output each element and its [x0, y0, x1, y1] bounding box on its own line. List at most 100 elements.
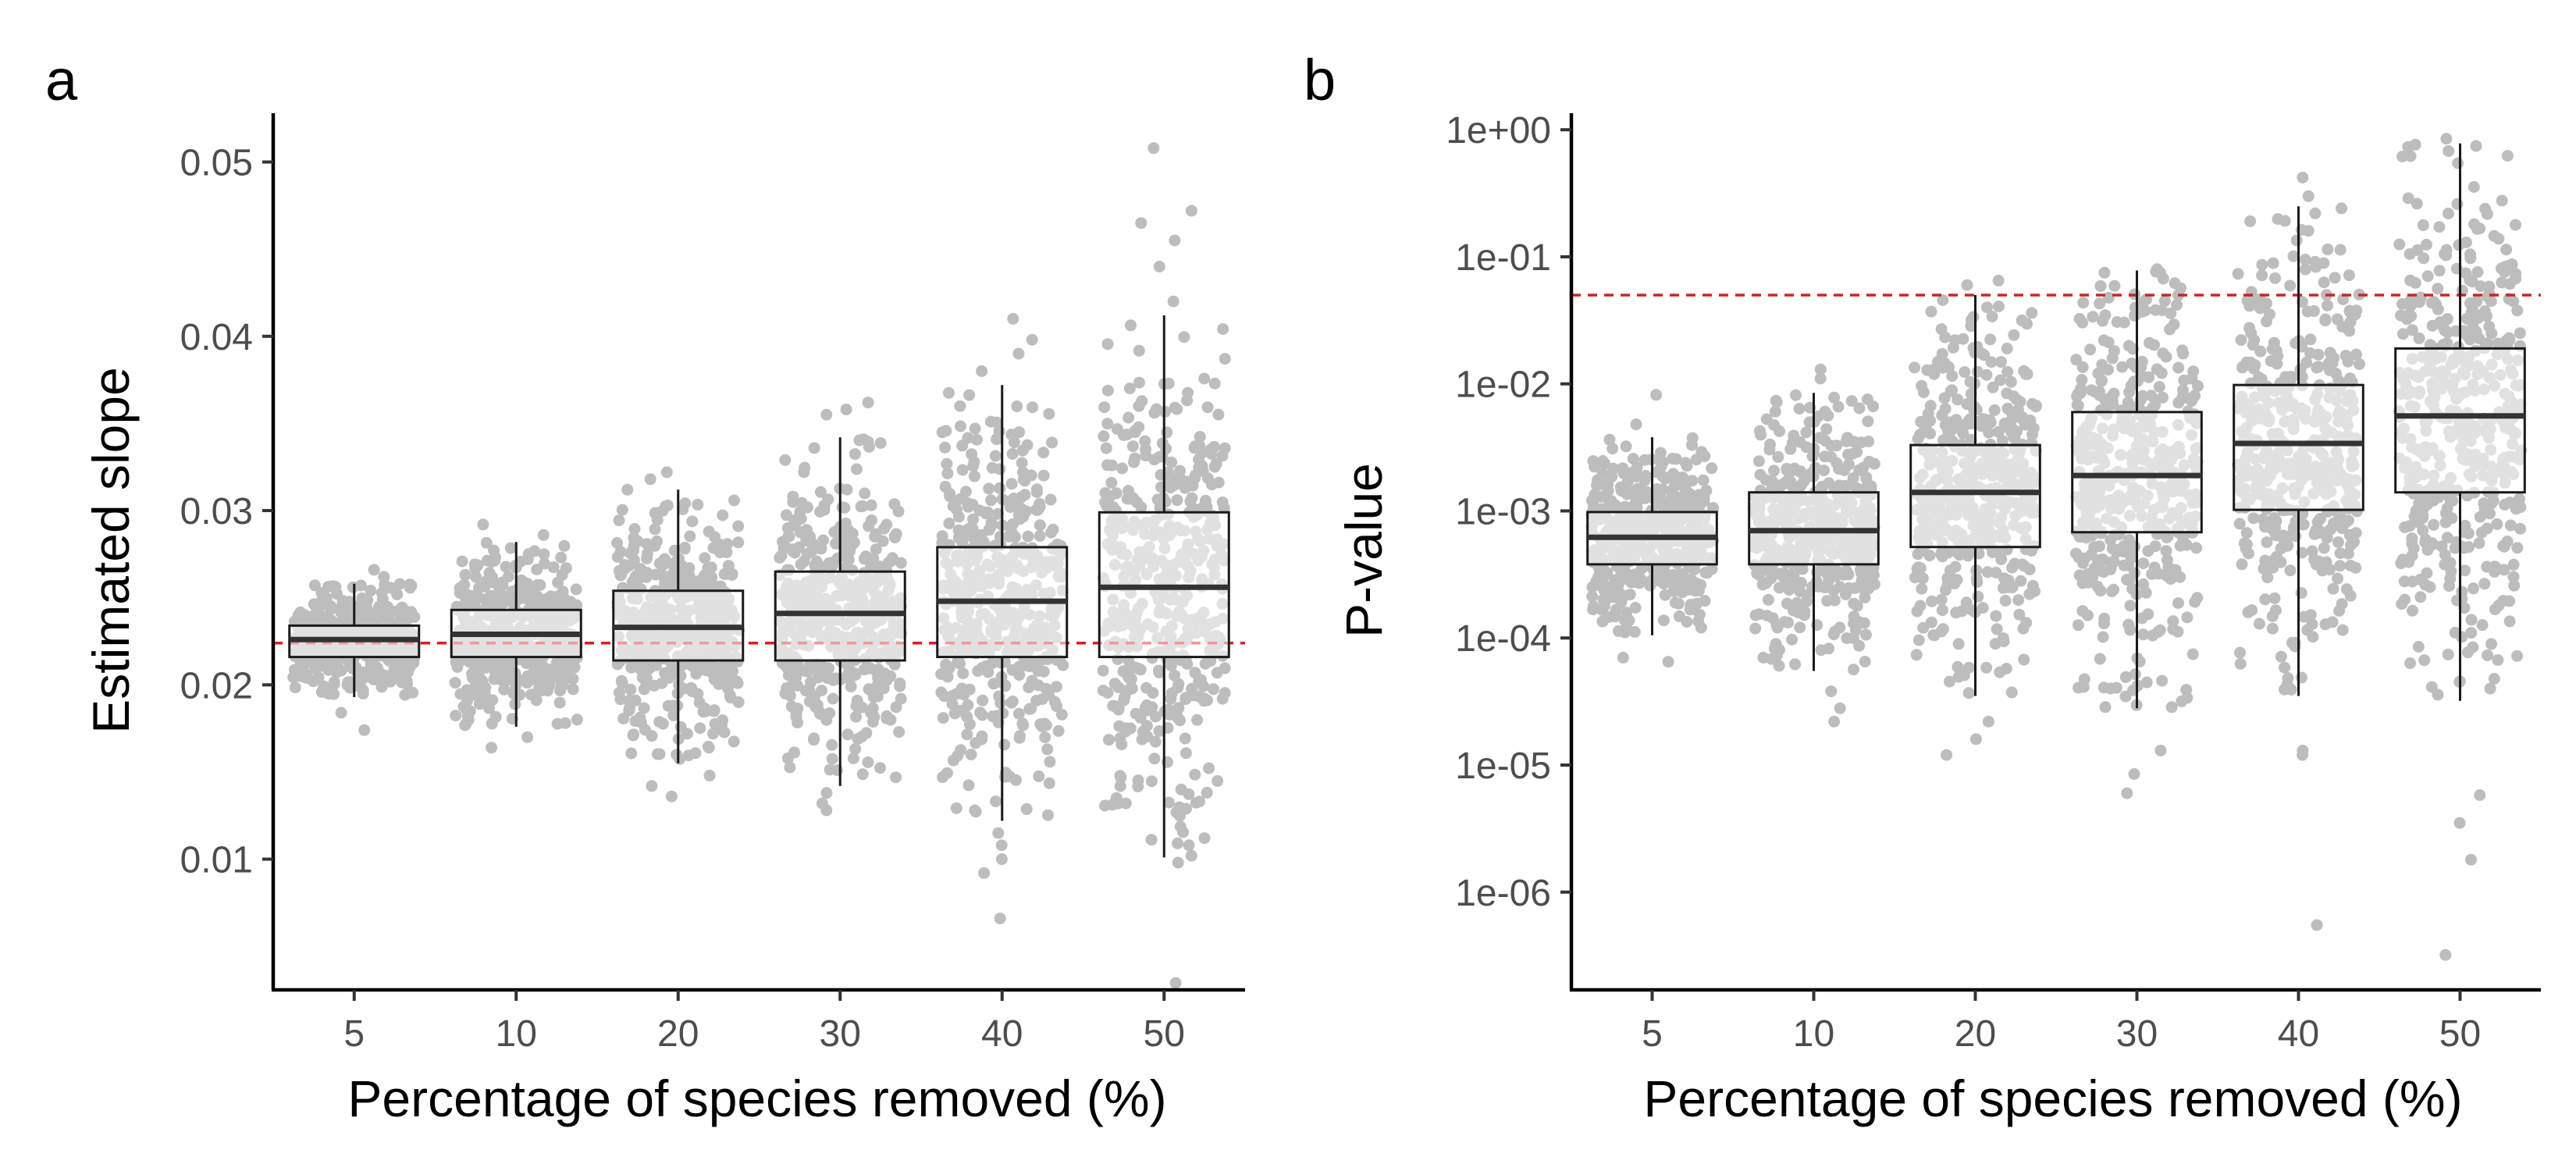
data-point — [449, 677, 461, 689]
data-point — [950, 802, 962, 814]
data-point — [2072, 619, 2084, 632]
data-point — [649, 523, 661, 536]
data-point — [503, 658, 515, 671]
data-point — [301, 669, 313, 682]
data-point — [2191, 592, 2204, 604]
data-point — [1761, 610, 1774, 622]
data-point — [2018, 365, 2030, 377]
data-point — [1671, 575, 1684, 588]
data-point — [1922, 408, 1934, 420]
data-point — [821, 672, 834, 684]
data-point — [1770, 396, 1783, 408]
panel-label-b: b — [1304, 48, 1336, 112]
data-point — [365, 657, 377, 670]
data-point — [1957, 427, 1969, 440]
data-point — [777, 536, 788, 548]
data-point — [2089, 386, 2101, 398]
data-point — [621, 483, 634, 496]
data-point — [1820, 423, 1833, 436]
data-point — [1768, 464, 1780, 477]
data-point — [393, 578, 406, 590]
data-point — [567, 673, 579, 685]
data-point — [382, 675, 394, 688]
data-point — [1638, 474, 1651, 486]
data-point — [1148, 407, 1161, 419]
data-point — [728, 494, 740, 507]
data-point — [782, 752, 794, 764]
data-point — [2026, 307, 2038, 319]
data-point — [2123, 386, 2136, 398]
data-point — [862, 756, 874, 768]
data-point — [1208, 377, 1221, 390]
data-point — [1983, 426, 1995, 439]
data-point — [1628, 498, 1641, 511]
data-point — [1043, 685, 1055, 697]
data-point — [684, 530, 696, 543]
data-point — [1203, 762, 1215, 774]
data-point — [1115, 739, 1128, 750]
data-point — [525, 689, 537, 701]
data-point — [656, 504, 669, 517]
data-point — [838, 502, 851, 514]
x-tick-label: 30 — [820, 1013, 861, 1055]
data-point — [1773, 660, 1785, 672]
data-point — [628, 538, 641, 550]
data-point — [1178, 331, 1190, 343]
data-point — [1909, 571, 1921, 584]
data-point — [1044, 756, 1056, 768]
data-point — [1673, 610, 1685, 622]
data-point — [2118, 316, 2130, 329]
data-point — [667, 710, 680, 721]
data-point — [2161, 532, 2173, 543]
data-point — [2013, 608, 2026, 621]
data-point — [463, 590, 475, 603]
data-point — [1171, 494, 1183, 507]
data-point — [1003, 771, 1016, 783]
data-point — [2268, 592, 2281, 604]
data-point — [2017, 622, 2030, 635]
data-point — [2269, 272, 2282, 284]
data-point — [1119, 691, 1131, 703]
data-point — [866, 687, 879, 699]
data-point — [486, 717, 498, 730]
data-point — [826, 739, 838, 751]
data-point — [1047, 523, 1059, 536]
data-point — [939, 441, 952, 454]
data-point — [845, 539, 858, 552]
data-point — [1201, 401, 1214, 414]
data-point — [967, 460, 980, 472]
data-point — [1193, 690, 1205, 703]
data-point — [1216, 497, 1229, 508]
data-point — [1699, 566, 1712, 578]
data-point — [1025, 703, 1037, 715]
data-point — [1161, 426, 1173, 439]
data-point — [707, 542, 720, 554]
data-point — [1189, 667, 1201, 679]
data-point — [641, 552, 653, 564]
data-point — [2140, 676, 2153, 689]
outlier-point — [1172, 856, 1184, 869]
data-point — [1638, 454, 1651, 466]
data-point — [2322, 299, 2333, 311]
data-point — [865, 499, 877, 511]
data-point — [1801, 595, 1813, 607]
data-point — [2102, 364, 2114, 376]
data-point — [1043, 408, 1055, 420]
data-point — [1011, 400, 1023, 412]
data-point — [306, 610, 318, 623]
data-point — [1972, 590, 1984, 603]
data-point — [2152, 568, 2165, 580]
data-point — [866, 716, 879, 728]
data-point — [779, 454, 792, 466]
data-point — [842, 553, 855, 566]
y-axis-label-a: Estimated slope — [82, 367, 140, 734]
data-point — [2145, 390, 2158, 402]
data-point — [1669, 596, 1681, 609]
data-point — [460, 703, 472, 716]
data-point — [1853, 402, 1866, 415]
data-point — [1756, 578, 1769, 590]
data-point — [1825, 450, 1838, 463]
data-point — [567, 683, 579, 696]
data-point — [1857, 461, 1870, 474]
